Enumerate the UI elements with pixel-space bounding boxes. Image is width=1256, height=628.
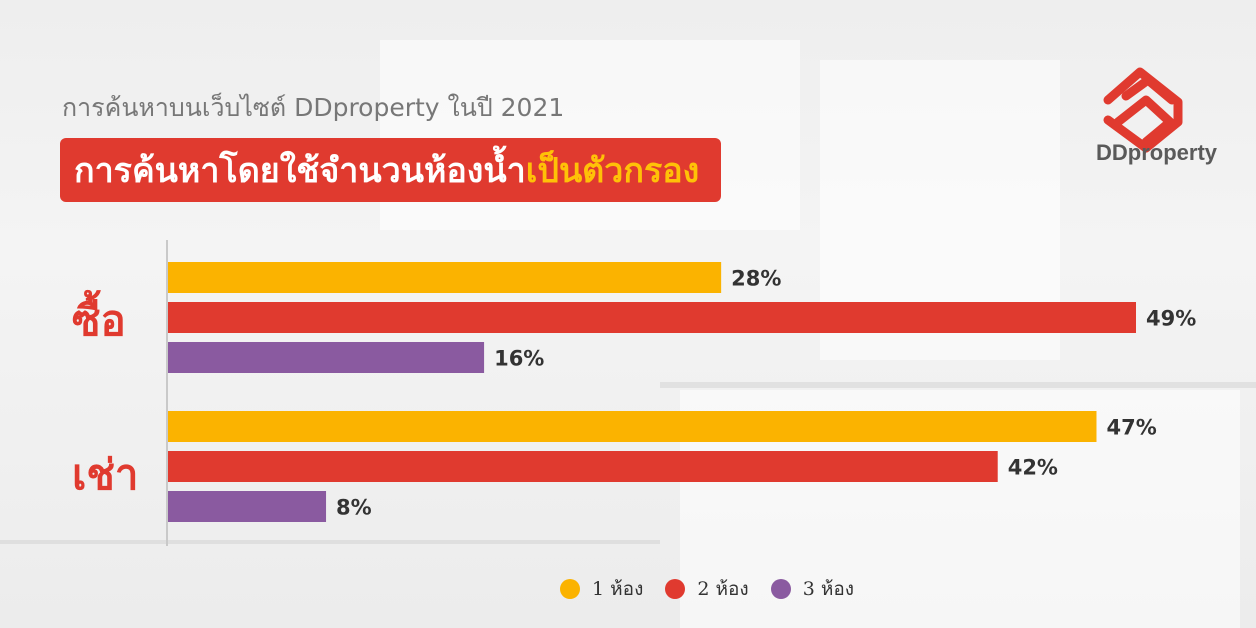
legend-label-3-room: 3 ห้อง xyxy=(802,578,855,600)
legend-item-2-room: 2 ห้อง xyxy=(665,574,749,604)
subtitle: การค้นหาบนเว็บไซต์ DDproperty ในปี 2021 xyxy=(62,93,565,122)
bar-buy-1-room xyxy=(168,262,722,293)
bar-rent-3-room xyxy=(168,491,327,522)
logo-text: DDproperty xyxy=(1096,140,1218,165)
bar-rent-2-room xyxy=(168,451,998,482)
legend-swatch-3-room xyxy=(770,579,791,599)
category-label-buy: ซื้อ xyxy=(72,296,126,345)
data-label-buy-1-room: 28% xyxy=(731,267,781,291)
bar-rent-1-room xyxy=(168,411,1097,442)
bar-buy-2-room xyxy=(168,302,1136,333)
title-main: การค้นหาโดยใช้จำนวนห้องน้ำ xyxy=(74,151,526,191)
data-label-buy-2-room: 49% xyxy=(1146,307,1196,331)
legend-item-3-room: 3 ห้อง xyxy=(770,574,855,604)
data-label-rent-1-room: 47% xyxy=(1106,416,1156,440)
background-counter xyxy=(660,382,1256,388)
legend-label-2-room: 2 ห้อง xyxy=(697,578,749,600)
bar-buy-3-room xyxy=(168,342,485,373)
background-tub-edge xyxy=(0,540,660,544)
data-label-buy-3-room: 16% xyxy=(494,347,544,371)
legend-label-1-room: 1 ห้อง xyxy=(592,578,644,600)
legend: 1 ห้อง 2 ห้อง 3 ห้อง xyxy=(560,574,854,604)
ddproperty-logo-icon xyxy=(1103,67,1183,153)
data-label-rent-3-room: 8% xyxy=(336,496,372,520)
y-axis-line xyxy=(166,240,168,546)
legend-item-1-room: 1 ห้อง xyxy=(560,574,643,604)
legend-swatch-1-room xyxy=(560,579,580,599)
category-label-rent: เช่า xyxy=(72,450,139,499)
title-banner: การค้นหาโดยใช้จำนวนห้องน้ำ เป็นตัวกรอง xyxy=(60,138,722,202)
legend-swatch-2-room xyxy=(665,579,686,599)
data-label-rent-2-room: 42% xyxy=(1008,456,1058,480)
title-accent: เป็นตัวกรอง xyxy=(525,151,700,191)
